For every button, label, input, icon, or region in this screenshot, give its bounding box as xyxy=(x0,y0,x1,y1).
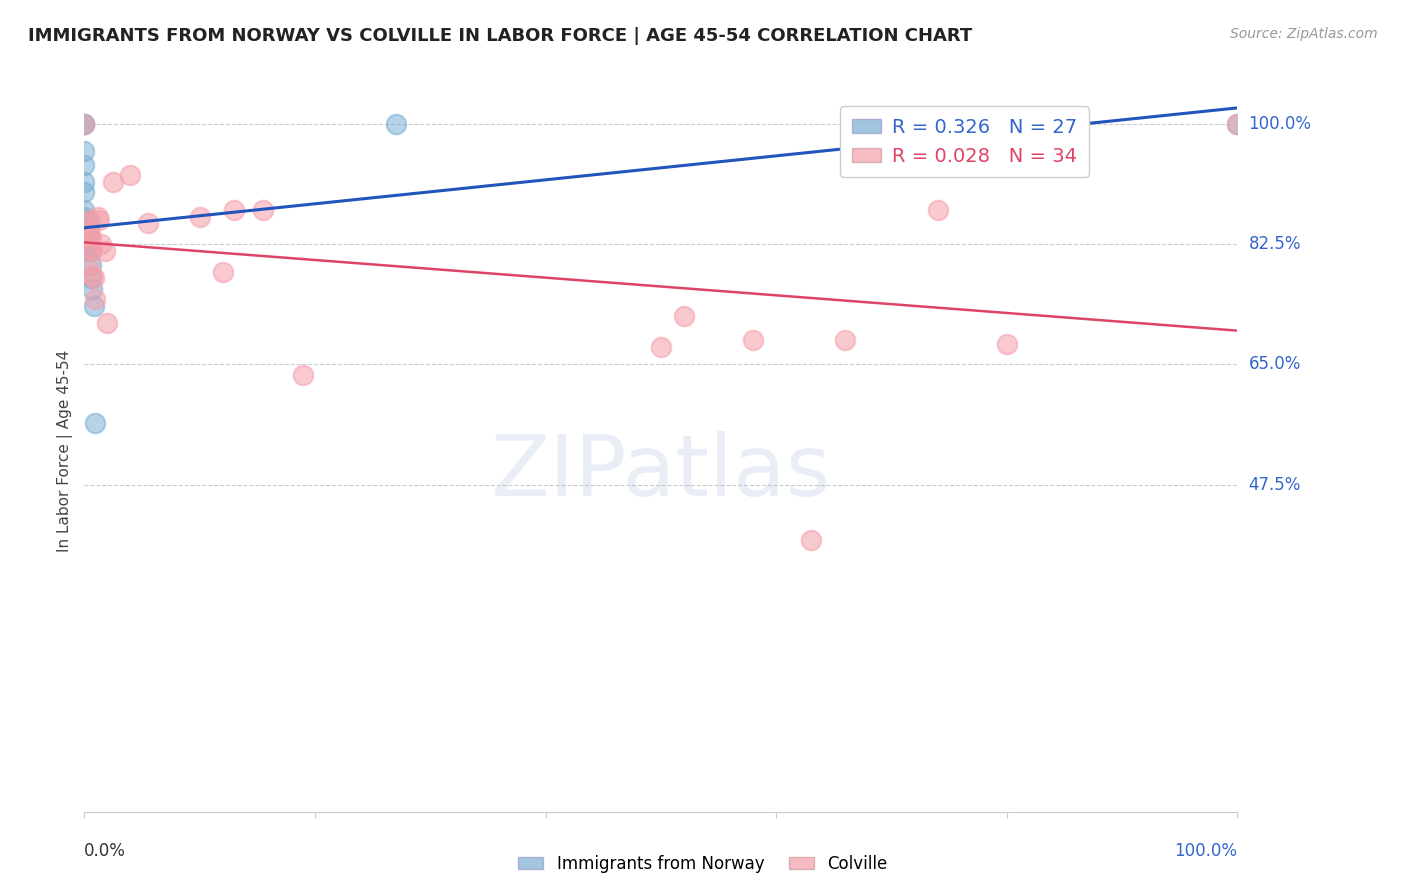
Point xyxy=(73,234,96,248)
Text: ZIPatlas: ZIPatlas xyxy=(491,431,831,514)
Point xyxy=(94,244,117,258)
Point xyxy=(384,117,406,131)
Legend: R = 0.326   N = 27, R = 0.028   N = 34: R = 0.326 N = 27, R = 0.028 N = 34 xyxy=(839,106,1090,178)
Point xyxy=(224,202,246,217)
Point xyxy=(76,223,98,237)
Point xyxy=(73,175,96,189)
Point xyxy=(188,210,211,224)
Point xyxy=(76,258,98,272)
Point xyxy=(80,230,103,244)
Point xyxy=(79,240,101,254)
Point xyxy=(120,168,142,182)
Point xyxy=(995,336,1018,351)
Point xyxy=(742,334,765,348)
Point xyxy=(834,334,856,348)
Point xyxy=(77,230,100,244)
Point xyxy=(1226,117,1249,131)
Point xyxy=(73,230,96,244)
Point xyxy=(83,299,105,313)
Point xyxy=(73,117,96,131)
Point xyxy=(80,271,103,285)
Y-axis label: In Labor Force | Age 45-54: In Labor Force | Age 45-54 xyxy=(58,350,73,551)
Point xyxy=(672,310,695,324)
Point xyxy=(77,237,100,252)
Point xyxy=(83,416,105,430)
Text: 100.0%: 100.0% xyxy=(1249,114,1312,133)
Text: 100.0%: 100.0% xyxy=(1174,842,1237,860)
Point xyxy=(73,144,96,158)
Text: 47.5%: 47.5% xyxy=(1249,475,1301,494)
Point xyxy=(79,213,101,227)
Point xyxy=(82,244,104,258)
Point xyxy=(76,216,98,230)
Point xyxy=(83,271,105,285)
Text: IMMIGRANTS FROM NORWAY VS COLVILLE IN LABOR FORCE | AGE 45-54 CORRELATION CHART: IMMIGRANTS FROM NORWAY VS COLVILLE IN LA… xyxy=(28,27,973,45)
Point xyxy=(927,202,949,217)
Legend: Immigrants from Norway, Colville: Immigrants from Norway, Colville xyxy=(512,848,894,880)
Point xyxy=(76,230,98,244)
Point xyxy=(73,216,96,230)
Text: 82.5%: 82.5% xyxy=(1249,235,1301,253)
Point xyxy=(82,268,104,282)
Point xyxy=(73,223,96,237)
Point xyxy=(77,223,100,237)
Point xyxy=(650,340,672,354)
Point xyxy=(89,213,111,227)
Point xyxy=(103,175,124,189)
Point xyxy=(73,117,96,131)
Point xyxy=(89,237,111,252)
Text: 65.0%: 65.0% xyxy=(1249,355,1301,374)
Point xyxy=(252,202,274,217)
Point xyxy=(79,244,101,258)
Point xyxy=(73,216,96,230)
Point xyxy=(96,316,118,330)
Point xyxy=(76,227,98,241)
Point xyxy=(211,264,233,278)
Point xyxy=(136,216,159,230)
Point xyxy=(73,210,96,224)
Point xyxy=(73,230,96,244)
Point xyxy=(1226,117,1249,131)
Point xyxy=(76,213,98,227)
Point xyxy=(73,158,96,172)
Text: 0.0%: 0.0% xyxy=(84,842,127,860)
Point xyxy=(87,210,110,224)
Point xyxy=(73,186,96,200)
Point xyxy=(80,258,103,272)
Point xyxy=(292,368,315,382)
Point xyxy=(82,282,104,296)
Point xyxy=(73,202,96,217)
Text: Source: ZipAtlas.com: Source: ZipAtlas.com xyxy=(1230,27,1378,41)
Point xyxy=(80,240,103,254)
Point xyxy=(73,117,96,131)
Point xyxy=(83,292,105,306)
Point xyxy=(800,533,823,547)
